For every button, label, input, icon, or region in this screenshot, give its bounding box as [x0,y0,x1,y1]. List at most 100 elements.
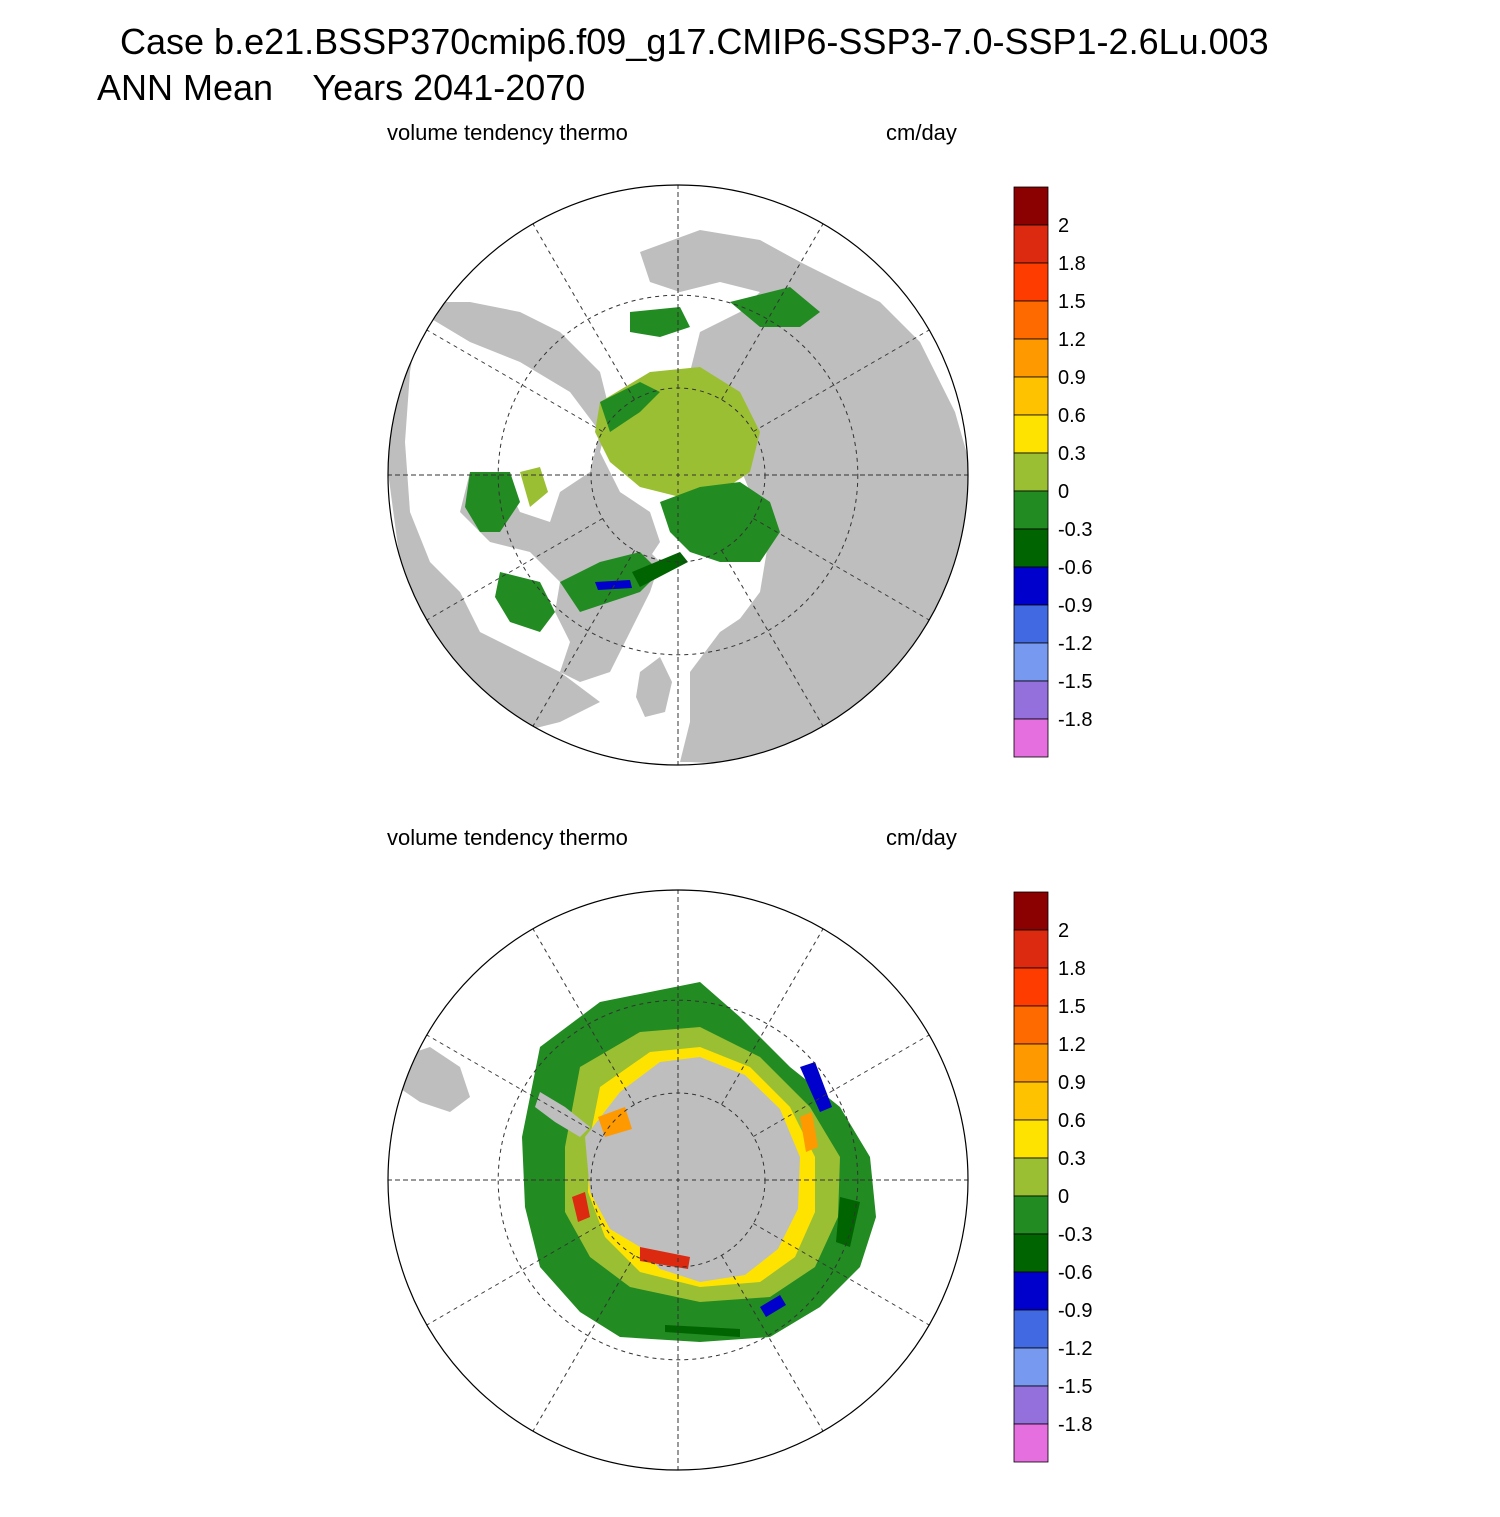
south-colorbar-tick-label: 0.6 [1058,1110,1086,1132]
south-colorbar-swatch [1013,1081,1049,1121]
north-meridian-line [753,329,930,432]
north-colorbar-swatch [1013,566,1049,606]
south-meridian-line [721,928,824,1105]
south-map-border [387,889,969,1471]
south-colorbar-swatch [1013,1043,1049,1083]
north-latitude-circle [497,294,859,656]
north-graticule [388,185,968,765]
north-ice-baffin-edge [520,467,548,507]
south-colorbar-tick-label: 1.2 [1058,1034,1086,1056]
south-colorbar-swatch [1013,1157,1049,1197]
north-colorbar-tick-label: -1.8 [1058,709,1092,731]
panel-south: volume tendency thermo cm/day 2 1.8 1.5 1.2… [0,817,1500,1517]
south-meridian-line [532,1255,635,1432]
north-colorbar-tick-label: -1.2 [1058,633,1092,655]
north-colorbar-swatch [1013,528,1049,568]
south-colorbar-tick-label: 1.5 [1058,996,1086,1018]
panel-north: volume tendency thermo cm/day 2 1.8 1.5 1.2… [0,112,1500,812]
north-colorbar-swatch [1013,414,1049,454]
south-colorbar-swatch [1013,1119,1049,1159]
panel-north-variable-label: volume tendency thermo [387,120,628,145]
north-colorbar-tick-label: 1.8 [1058,253,1086,275]
south-colorbar-swatch [1013,1233,1049,1273]
south-colorbar-swatch [1013,1423,1049,1463]
south-ice-ross-red [640,1247,690,1269]
south-meridian-line [426,1223,603,1326]
south-colorbar-tick-label: 1.8 [1058,958,1086,980]
south-colorbar-tick-label: -0.9 [1058,1300,1092,1322]
north-colorbar-swatch [1013,262,1049,302]
south-colorbar-tick-label: 2 [1058,920,1069,942]
south-colorbar: 2 1.8 1.5 1.2 0.9 0.6 0.3 0 -0.3 -0.6 -0.9 -1.2 -1.5… [1013,891,1092,1463]
north-land-eurasia [640,230,968,762]
north-colorbar-tick-label: 0.9 [1058,367,1086,389]
north-colorbar-swatch [1013,680,1049,720]
north-colorbar-tick-label: -0.9 [1058,595,1092,617]
north-colorbar-tick-label: 1.5 [1058,291,1086,313]
north-land-british-isles [636,657,672,717]
north-polar-map: 2 1.8 1.5 1.2 0.9 0.6 0.3 0 -0.3 -0.6 -0.9 -1.2 -1.5… [387,184,1092,766]
north-colorbar-swatch [1013,186,1049,226]
north-meridian-line [426,518,603,621]
south-colorbar-tick-label: -1.2 [1058,1338,1092,1360]
north-colorbar-tick-label: 2 [1058,215,1069,237]
south-ice-weddell-orange [598,1107,632,1137]
south-colorbar-tick-label: -0.3 [1058,1224,1092,1246]
north-ice-chukchi-strip [630,307,690,337]
panel-south-variable-label: volume tendency thermo [387,825,628,850]
south-colorbar-tick-label: 0 [1058,1186,1069,1208]
south-land-antarctic-peninsula [535,1092,590,1137]
north-colorbar-swatch [1013,376,1049,416]
north-ice-greenland-dark [632,552,688,587]
north-colorbar-swatch [1013,718,1049,758]
south-colorbar-tick-label: -0.6 [1058,1262,1092,1284]
north-meridian-line [753,518,930,621]
north-meridian-line [532,223,635,400]
south-colorbar-swatch [1013,1195,1049,1235]
south-meridian-line [721,1255,824,1432]
south-polar-map: 2 1.8 1.5 1.2 0.9 0.6 0.3 0 -0.3 -0.6 -0.9 -1.2 -1.5… [387,889,1092,1471]
north-colorbar-tick-label: 0 [1058,481,1069,503]
page-title-period: ANN Mean Years 2041-2070 [97,67,586,108]
south-latitude-circle [497,999,859,1361]
north-meridian-line [426,329,603,432]
south-colorbar-swatch [1013,1271,1049,1311]
south-colorbar-swatch [1013,1309,1049,1349]
south-colorbar-tick-label: -1.5 [1058,1376,1092,1398]
north-colorbar-swatch [1013,338,1049,378]
south-colorbar-tick-label: -1.8 [1058,1414,1092,1436]
south-ice-amundsen-red [572,1192,590,1222]
north-ice-beaufort [600,382,660,432]
south-land-south-america [398,1047,470,1112]
north-map-border [387,184,969,766]
south-meridian-line [532,928,635,1105]
south-colorbar-swatch [1013,929,1049,969]
south-ice-dark-outer [665,1325,740,1337]
north-colorbar-swatch [1013,490,1049,530]
south-meridian-line [753,1223,930,1326]
south-colorbar-swatch [1013,891,1049,931]
north-land-europe [690,612,820,764]
south-meridian-line [426,1034,603,1137]
page-title-case: Case b.e21.BSSP370cmip6.f09_g17.CMIP6-SS… [120,21,1269,62]
north-colorbar-swatch [1013,300,1049,340]
north-colorbar-swatch [1013,604,1049,644]
panel-south-units-label: cm/day [886,825,957,850]
north-ice-greenland-blue [595,580,632,590]
north-ice-hudson [465,472,520,532]
north-colorbar-tick-label: -1.5 [1058,671,1092,693]
north-colorbar-swatch [1013,452,1049,492]
north-ice-east-arctic [660,482,780,562]
north-meridian-line [532,550,635,727]
south-graticule [388,890,968,1470]
south-colorbar-swatch [1013,1385,1049,1425]
north-colorbar-swatch [1013,642,1049,682]
south-ice-dark-east [836,1197,860,1247]
south-land-antarctica [585,1057,800,1282]
south-colorbar-swatch [1013,1347,1049,1387]
north-ice-labrador [495,572,555,632]
north-colorbar: 2 1.8 1.5 1.2 0.9 0.6 0.3 0 -0.3 -0.6 -0.9 -1.2 -1.5… [1013,186,1092,758]
north-meridian-line [721,223,824,400]
north-colorbar-tick-label: 0.6 [1058,405,1086,427]
south-colorbar-tick-label: 0.3 [1058,1148,1086,1170]
